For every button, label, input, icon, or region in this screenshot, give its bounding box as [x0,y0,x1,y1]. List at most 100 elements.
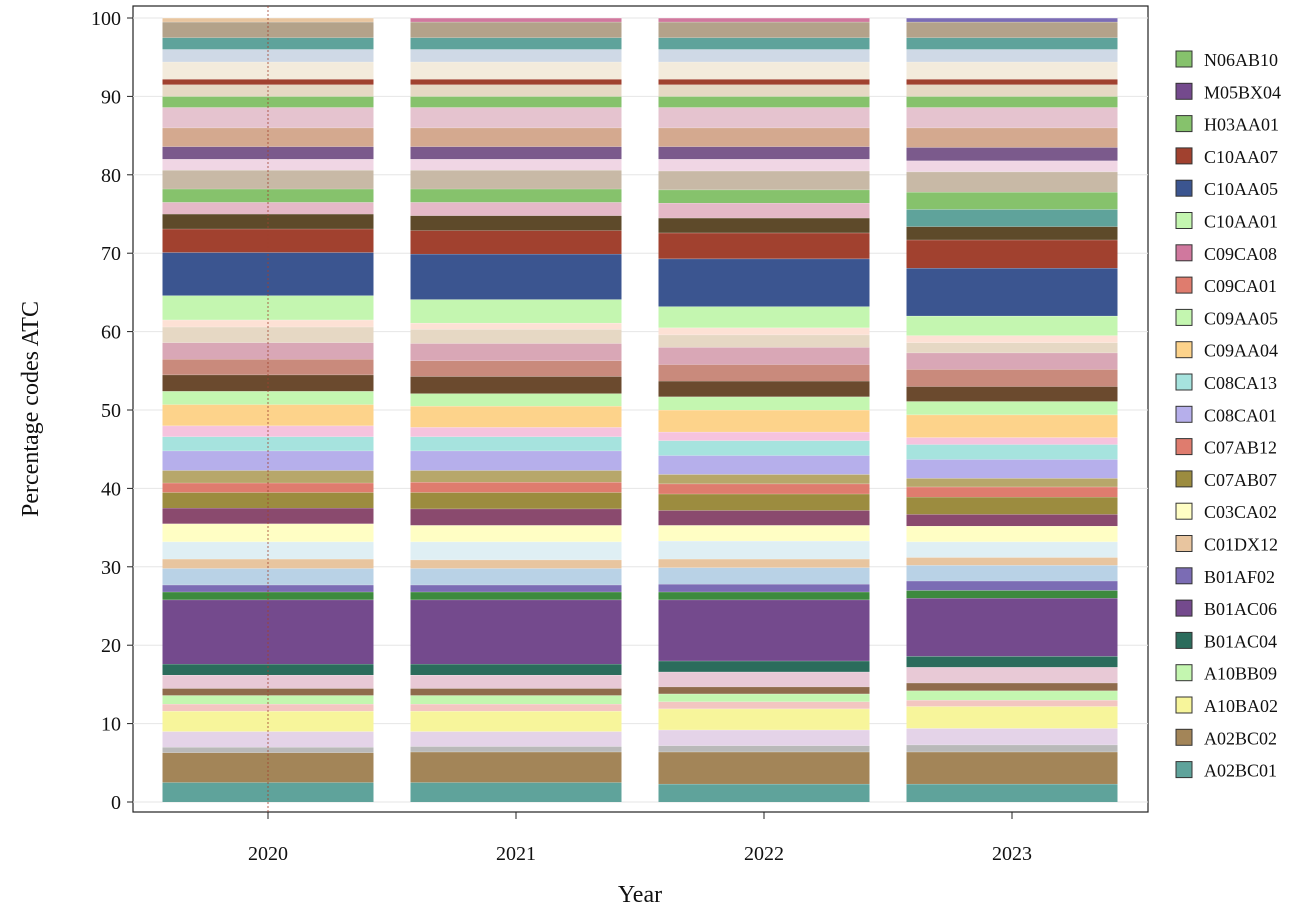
bar-segment [658,232,870,259]
bar-segment [162,664,374,675]
bar-segment [658,327,870,335]
legend-label: H03AA01 [1204,115,1279,135]
legend-swatch [1175,502,1193,520]
bar-segment [658,49,870,62]
bar-segment [906,18,1118,22]
bar-segment [658,708,870,730]
bar-segment [658,558,870,568]
y-tick-label: 80 [101,165,121,187]
legend-item-c10aa07: C10AA07 [1175,147,1278,167]
bar-segment [410,695,622,704]
bar-segment [658,540,870,559]
legend-label: C08CA13 [1204,373,1277,393]
legend-item-c08ca13: C08CA13 [1175,373,1277,393]
bar-segment [906,478,1118,487]
legend-swatch [1175,664,1193,682]
bar-segment [906,209,1118,227]
bar-segment [658,203,870,218]
bar-segment [906,706,1118,729]
x-tick-label: 2022 [744,843,784,865]
bar-segment [906,386,1118,402]
legend-item-c03ca02: C03CA02 [1175,502,1277,522]
legend-label: C01DX12 [1204,535,1278,555]
bar-segment [906,342,1118,353]
bar-segment [658,584,870,592]
legend-label: C09CA01 [1204,276,1277,296]
legend-item-b01ac04: B01AC04 [1175,631,1277,651]
legend-swatch [1175,373,1193,391]
bar-segment [906,192,1118,210]
legend-label: C10AA07 [1204,147,1278,167]
legend-item-a02bc02: A02BC02 [1175,728,1277,748]
legend-item-c09aa04: C09AA04 [1175,341,1278,361]
bar-segment [906,147,1118,161]
bar-segment [410,61,622,80]
legend: N06AB10 M05BX04 H03AA01 C10AA07 C10AA05 C10AA… [1175,50,1281,781]
bar-segment [906,598,1118,657]
legend-item-b01ac06: B01AC06 [1175,599,1277,619]
legend-item-c10aa01: C10AA01 [1175,212,1278,232]
bar-segment [658,686,870,694]
legend-swatch [1175,212,1193,229]
legend-label: A02BC01 [1204,761,1277,781]
legend-swatch [1175,147,1193,165]
bar-segment [410,541,622,560]
bar-segment [658,37,870,50]
bar-segment [658,455,870,475]
bar-segment [410,508,622,526]
bar-segment [410,731,622,747]
bar-segment [410,782,622,802]
bar-segment [658,18,870,22]
legend-label: M05BX04 [1204,82,1281,102]
y-tick-label: 50 [101,400,121,422]
bar-segment [906,486,1118,498]
x-tick-label: 2021 [496,843,536,865]
bar-segment [906,127,1118,148]
bar-segment [658,431,870,441]
bar-segment [410,84,622,97]
bar-segment [410,299,622,323]
bar-segment [906,84,1118,97]
legend-item-c09aa05: C09AA05 [1175,308,1278,328]
y-axis: 0 10 20 30 40 50 60 70 80 90 100 [91,8,133,814]
legend-item-c09ca01: C09CA01 [1175,276,1277,296]
bar-segment [410,230,622,254]
bar-segment [162,470,374,483]
bar-segment [410,436,622,451]
bar-segment [906,49,1118,62]
bar-segment [162,228,374,253]
bars-layer [162,17,1118,802]
bar-segment [906,751,1118,784]
x-tick-label: 2020 [248,843,288,865]
bar-segment [906,541,1118,558]
bar-segment [658,96,870,108]
bar-segment [658,217,870,233]
bar-segment [658,783,870,802]
legend-item-m05bx04: M05BX04 [1175,82,1281,102]
bar-segment [410,704,622,712]
legend-swatch [1175,244,1193,262]
bar-segment [658,493,870,511]
bar-segment [410,559,622,569]
bar-segment [906,783,1118,802]
bar-segment [658,189,870,204]
bar-segment [410,170,622,189]
legend-swatch [1175,599,1193,617]
bar-segment [410,37,622,50]
bar-segment [410,202,622,216]
legend-swatch [1175,470,1193,488]
bar-segment [906,239,1118,269]
bar-2021 [410,17,622,802]
bar-segment [162,450,374,471]
legend-item-c07ab12: C07AB12 [1175,438,1277,458]
legend-swatch [1175,115,1193,133]
bar-segment [410,470,622,483]
y-tick-label: 60 [101,322,121,344]
bar-segment [906,497,1118,515]
bar-segment [658,745,870,752]
bar-segment [410,584,622,592]
y-tick-label: 100 [91,8,121,30]
bar-segment [162,782,374,802]
bar-segment [906,514,1118,527]
bar-segment [162,146,374,160]
